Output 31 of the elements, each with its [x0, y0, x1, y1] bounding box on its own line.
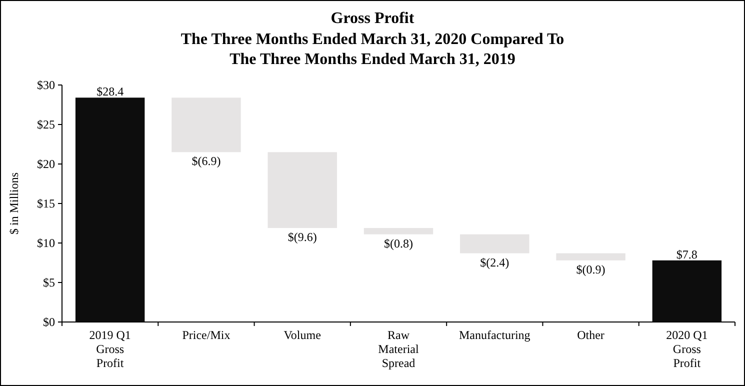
bar [652, 260, 722, 322]
bar [460, 234, 530, 254]
x-tick-label: Other [577, 328, 604, 342]
y-tick-label: $5 [43, 276, 55, 290]
data-label: $(9.6) [288, 230, 317, 244]
y-tick-label: $0 [43, 315, 55, 329]
bar [364, 228, 434, 234]
y-tick-label: $30 [37, 78, 55, 92]
data-label: $(0.8) [384, 236, 413, 250]
chart-subtitle: The Three Months Ended March 31, 2020 Compared To The Three Months Ended March 31, 2019 [180, 31, 564, 68]
bar [75, 98, 145, 322]
data-label: $(2.4) [480, 255, 510, 270]
chart-title: Gross Profit [330, 10, 415, 27]
x-tick-label: Manufacturing [458, 328, 530, 342]
bar [556, 253, 626, 260]
x-tick-label: 2019 Q1 Gross Profit [89, 328, 131, 370]
x-tick-label: Price/Mix [182, 328, 230, 342]
x-tick-label: 2020 Q1 Gross Profit [666, 328, 708, 370]
x-tick-label: Raw Material Spread [378, 328, 420, 370]
data-label: $7.8 [676, 247, 698, 262]
y-tick-label: $15 [37, 196, 55, 210]
data-label: $(0.9) [576, 262, 606, 276]
y-axis-title: $ in Millions [7, 172, 21, 235]
bar [172, 98, 241, 152]
x-tick-label: Volume [284, 328, 321, 342]
data-label: $28.4 [96, 84, 124, 99]
y-tick-label: $20 [37, 157, 55, 171]
data-label: $(6.9) [192, 154, 221, 168]
bar [268, 152, 337, 228]
y-tick-label: $25 [37, 118, 55, 132]
y-tick-label: $10 [37, 236, 55, 250]
